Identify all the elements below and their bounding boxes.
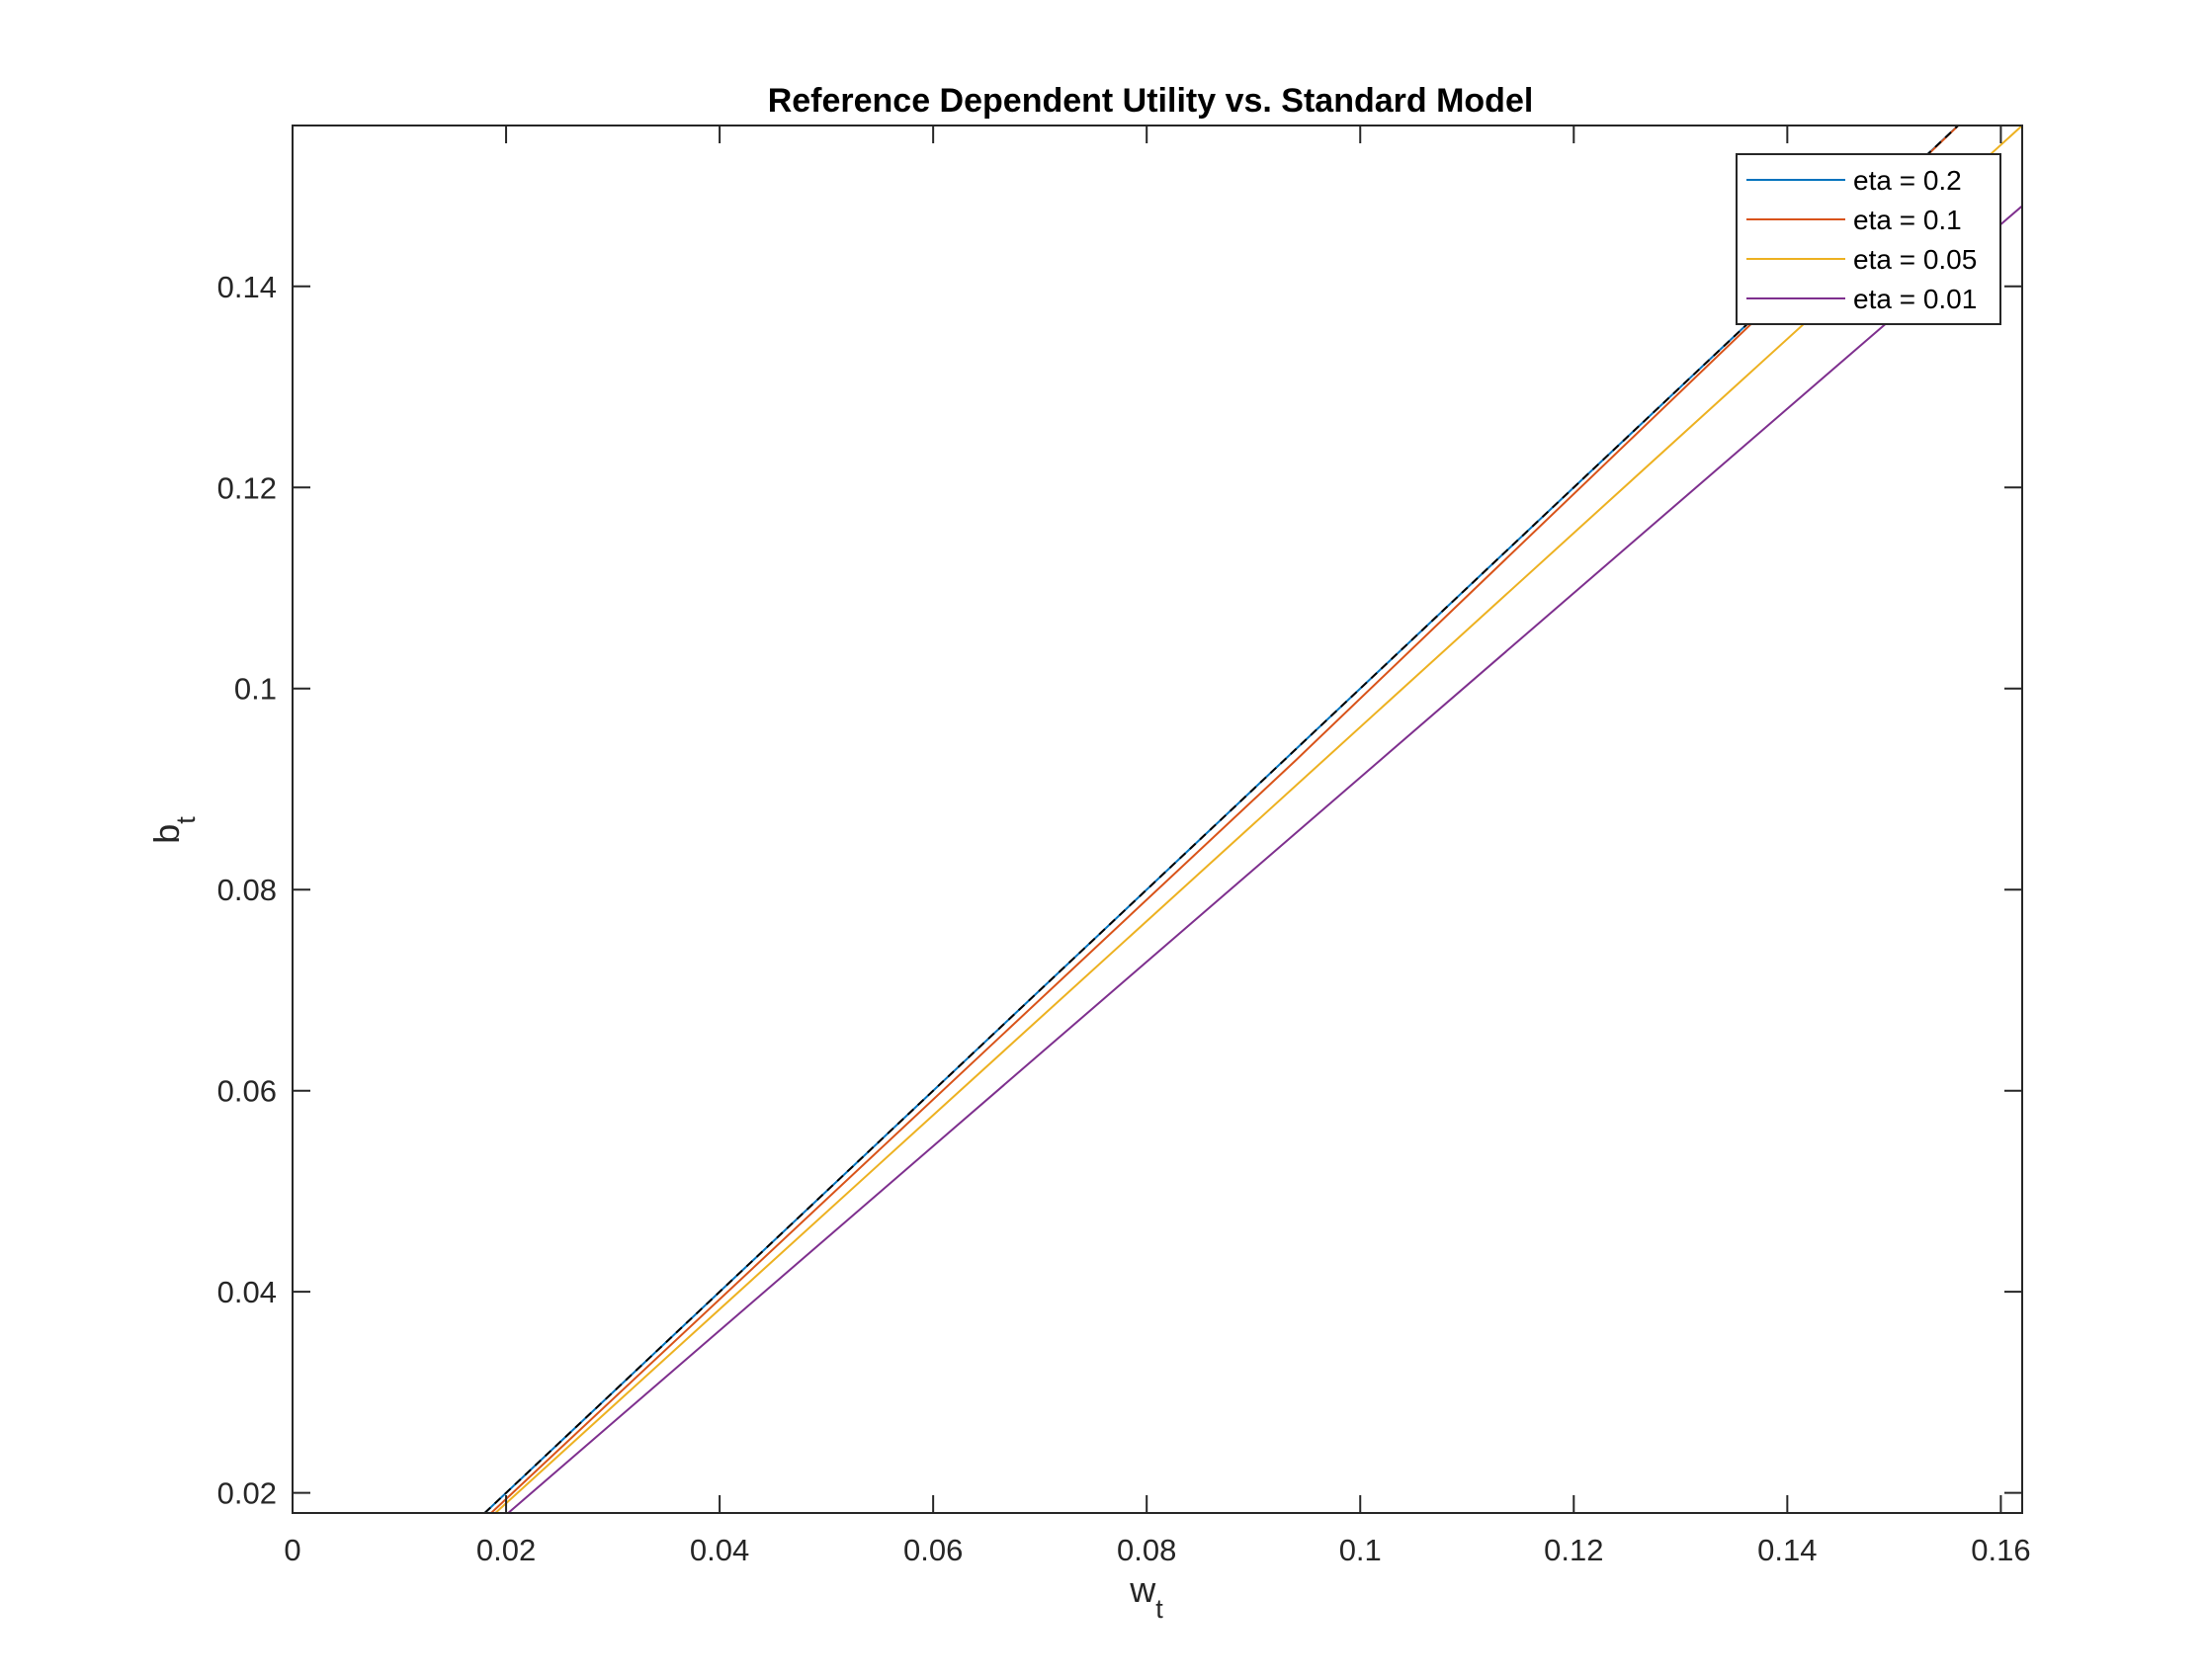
x-tick-label: 0 (284, 1533, 300, 1567)
series-line-eta-0-05 (494, 126, 2022, 1513)
axes-background (293, 126, 2022, 1513)
y-tick-label: 0.14 (217, 270, 277, 304)
series-line-eta-0-01 (507, 205, 2022, 1513)
reference-dashed-line (483, 126, 1960, 1513)
legend-entry-label: eta = 0.1 (1853, 205, 1962, 235)
x-tick-label: 0.04 (690, 1533, 749, 1567)
y-axis-label: bt (146, 816, 201, 844)
x-axis-label: wt (1129, 1569, 1163, 1624)
legend: eta = 0.2 eta = 0.1 eta = 0.05 eta = 0.01 (1736, 153, 2001, 325)
y-tick-label: 0.02 (217, 1476, 277, 1511)
series-line-eta-0-1 (490, 126, 1960, 1513)
x-tick-label: 0.12 (1544, 1533, 1603, 1567)
x-tick-label: 0.16 (1971, 1533, 2030, 1567)
legend-box (1736, 153, 2001, 325)
x-tick-label: 0.14 (1757, 1533, 1817, 1567)
x-axis-label-main: w (1129, 1569, 1156, 1610)
x-axis-label-subscript: t (1155, 1594, 1163, 1624)
y-tick-label: 0.06 (217, 1074, 277, 1109)
legend-entry-label: eta = 0.01 (1853, 284, 1977, 314)
x-tick-label: 0.08 (1117, 1533, 1176, 1567)
legend-entry-label: eta = 0.05 (1853, 244, 1977, 275)
x-tick-label: 0.02 (476, 1533, 536, 1567)
plot-area (293, 126, 2022, 1513)
y-tick-label: 0.08 (217, 873, 277, 907)
y-tick-label: 0.12 (217, 470, 277, 505)
legend-entry-label: eta = 0.2 (1853, 165, 1962, 196)
y-axis-label-subscript: t (171, 816, 201, 824)
y-tick-label: 0.04 (217, 1275, 277, 1309)
x-tick-label: 0.06 (903, 1533, 963, 1567)
y-axis-label-main: b (146, 824, 187, 844)
axes: 0 0.02 0.04 0.06 0.08 0.1 0.12 0.14 0.160.020.04… (217, 125, 2031, 1567)
y-tick-label: 0.1 (234, 672, 277, 707)
x-tick-label: 0.1 (1339, 1533, 1382, 1567)
axes-box (292, 125, 2023, 1514)
series-lines (483, 126, 2022, 1513)
chart-title: Reference Dependent Utility vs. Standard… (768, 82, 1534, 120)
